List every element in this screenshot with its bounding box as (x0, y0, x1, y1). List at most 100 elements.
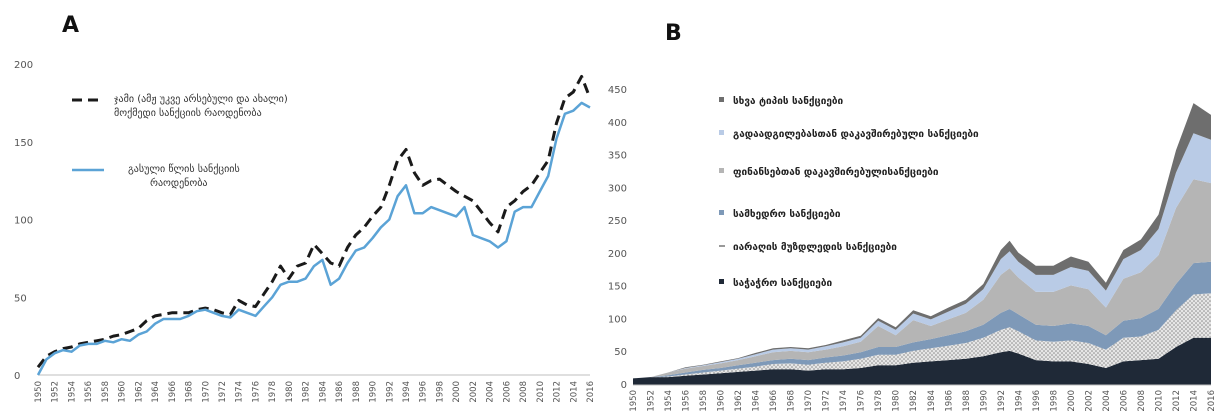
x-tick-label: 1962 (134, 381, 144, 403)
legend-label: საჭაჭრო სანქციები (733, 277, 832, 289)
x-tick-label: 2004 (1102, 390, 1112, 412)
legend-label: სხვა ტიპის სანქციები (733, 95, 844, 107)
legend-swatch (719, 168, 724, 173)
y-tick-label: 0 (14, 371, 20, 382)
x-tick-label: 1960 (717, 390, 727, 412)
x-tick-label: 1996 (1032, 390, 1042, 412)
x-tick-label: 2014 (1189, 390, 1199, 412)
y-tick-label: 400 (608, 118, 627, 129)
x-tick-label: 1986 (335, 381, 345, 403)
chart-b-legend: სხვა ტიპის სანქციები გადაადგილებასთან დაკ… (719, 95, 979, 289)
x-tick-label: 2008 (519, 381, 529, 403)
y-tick-label: 100 (608, 314, 627, 325)
x-tick-label: 1974 (839, 390, 849, 412)
legend-label: სამხედრო სანქციები (733, 208, 841, 220)
x-tick-label: 1998 (435, 381, 445, 403)
y-tick-label: 300 (608, 183, 627, 194)
legend-swatch (719, 245, 725, 247)
chart-b-axes: 0 50 100 150 200 250 300 350 400 450 1950 1952 1954 1… (608, 85, 1217, 412)
x-tick-label: 1956 (84, 381, 94, 403)
y-tick-label: 50 (14, 293, 27, 304)
x-tick-label: 1962 (734, 390, 744, 412)
x-tick-label: 1978 (268, 381, 278, 403)
legend-swatch (719, 130, 724, 135)
x-tick-label: 1958 (101, 381, 111, 403)
area-series-1 (633, 337, 1211, 385)
x-tick-label: 1972 (822, 390, 832, 412)
chart-a-legend: ჯამი (ამჟ უკვე არსებული და ახალი) მოქმედი… (72, 93, 288, 189)
x-tick-label: 1972 (218, 381, 228, 403)
y-tick-label: 250 (608, 216, 627, 227)
x-tick-label: 1970 (804, 390, 814, 412)
x-tick-label: 1954 (664, 390, 674, 412)
legend-label: გადაადგილებასთან დაკავშირებული სანქციები (733, 128, 979, 140)
legend-label-previous: რაოდენობა (150, 177, 208, 189)
chart-a: A 0 50 100 150 200 1950 1952 1954 1956 1958 1960 19… (14, 13, 596, 403)
x-tick-label: 1964 (752, 390, 762, 412)
x-tick-label: 1988 (352, 381, 362, 403)
y-tick-label: 50 (614, 347, 627, 358)
y-tick-label: 100 (14, 216, 33, 227)
legend-label: ფინანსებთან დაკავშირებულისანქციები (733, 166, 939, 178)
chart-a-series (36, 74, 592, 376)
legend-label: იარაღის მუზდლედის სანქციები (733, 241, 897, 253)
x-tick-label: 1990 (369, 381, 379, 403)
x-tick-label: 1952 (51, 381, 61, 403)
x-tick-label: 1950 (629, 390, 639, 412)
series-line-2 (36, 101, 591, 376)
panel-a-letter: A (62, 13, 79, 38)
x-tick-label: 2008 (1137, 390, 1147, 412)
legend-swatch (719, 210, 724, 215)
x-tick-label: 1994 (1014, 390, 1024, 412)
y-tick-label: 450 (608, 85, 627, 96)
x-tick-label: 2000 (1067, 390, 1077, 412)
x-tick-label: 1994 (402, 381, 412, 403)
x-tick-label: 2010 (1154, 390, 1164, 412)
x-tick-label: 1968 (787, 390, 797, 412)
x-tick-label: 1958 (699, 390, 709, 412)
x-tick-label: 1992 (385, 381, 395, 403)
area-series-2 (633, 293, 1211, 379)
series-line-1 (36, 74, 592, 369)
x-tick-label: 1950 (34, 381, 44, 403)
x-tick-label: 2002 (1084, 390, 1094, 412)
x-tick-label: 2016 (1207, 390, 1217, 412)
legend-label-total: ჯამი (ამჟ უკვე არსებული და ახალი) (114, 93, 288, 105)
y-tick-label: 0 (621, 380, 627, 391)
x-tick-label: 1968 (185, 381, 195, 403)
x-tick-label: 2002 (469, 381, 479, 403)
x-tick-label: 1966 (769, 390, 779, 412)
x-tick-label: 1976 (251, 381, 261, 403)
x-tick-label: 1960 (118, 381, 128, 403)
x-tick-label: 1952 (647, 390, 657, 412)
chart-b: B 0 50 100 150 200 250 300 350 400 450 1950 1952 195… (608, 21, 1217, 412)
x-tick-label: 1970 (201, 381, 211, 403)
x-tick-label: 1992 (997, 390, 1007, 412)
y-tick-label: 200 (14, 60, 33, 71)
x-tick-label: 1966 (168, 381, 178, 403)
x-tick-label: 1956 (682, 390, 692, 412)
area-series-4 (633, 179, 1211, 379)
x-tick-label: 1976 (857, 390, 867, 412)
y-tick-label: 350 (608, 151, 627, 162)
x-tick-label: 2016 (586, 381, 596, 403)
x-tick-label: 1954 (67, 381, 77, 403)
x-tick-label: 1980 (892, 390, 902, 412)
x-tick-label: 1996 (419, 381, 429, 403)
y-tick-label: 200 (608, 249, 627, 260)
y-tick-label: 150 (14, 138, 33, 149)
panel-b-letter: B (665, 21, 682, 46)
x-tick-label: 1984 (927, 390, 937, 412)
legend-label-total: მოქმედი სანქციის რაოდენობა (114, 107, 262, 119)
x-tick-label: 1984 (318, 381, 328, 403)
x-tick-label: 2012 (1172, 390, 1182, 412)
x-tick-label: 1990 (979, 390, 989, 412)
chart-b-areas (633, 103, 1211, 385)
chart-a-axes: 0 50 100 150 200 1950 1952 1954 1956 1958 1960 1962… (14, 60, 596, 403)
x-tick-label: 2012 (553, 381, 563, 403)
x-tick-label: 2014 (569, 381, 579, 403)
x-tick-label: 1982 (909, 390, 919, 412)
x-tick-label: 2004 (486, 381, 496, 403)
y-tick-label: 150 (608, 282, 627, 293)
x-tick-label: 1986 (944, 390, 954, 412)
